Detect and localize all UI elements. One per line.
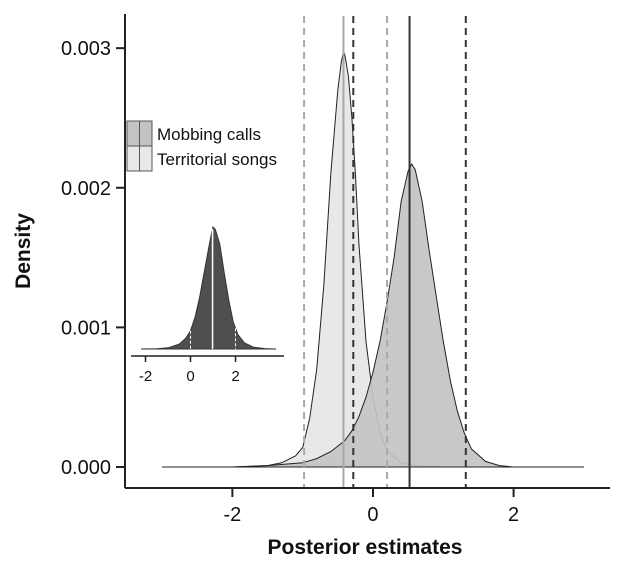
x-tick-label: 0 [367, 504, 378, 526]
y-tick-label: 0.003 [61, 38, 111, 60]
y-axis-title: Density [12, 213, 35, 289]
y-axis-ticks: 0.000 0.001 0.002 0.003 [61, 38, 125, 479]
mean-and-interval-lines [303, 16, 467, 488]
density-area-mobbing-calls [232, 162, 584, 468]
inset-x-axis-ticks: -2 0 2 [139, 356, 240, 385]
x-tick-label: -2 [223, 504, 241, 526]
inset-density-plot: -2 0 2 [131, 225, 284, 385]
y-tick-label: 0.002 [61, 178, 111, 200]
y-tick-label: 0.000 [61, 457, 111, 479]
inset-density-shape [140, 225, 277, 350]
inset-density-area [140, 225, 277, 350]
x-tick-label: 2 [508, 504, 519, 526]
x-axis-title: Posterior estimates [268, 536, 463, 559]
inset-x-tick-label: -2 [139, 368, 152, 385]
legend-label-mobbing-calls: Mobbing calls [157, 125, 261, 144]
inset-x-tick-label: 0 [186, 368, 194, 385]
y-tick-label: 0.001 [61, 317, 111, 339]
inset-x-tick-label: 2 [231, 368, 239, 385]
density-areas [162, 49, 584, 468]
x-axis-ticks: -2 0 2 [223, 488, 519, 526]
legend: Mobbing calls Territorial songs [126, 120, 277, 172]
legend-label-territorial-songs: Territorial songs [157, 150, 277, 169]
